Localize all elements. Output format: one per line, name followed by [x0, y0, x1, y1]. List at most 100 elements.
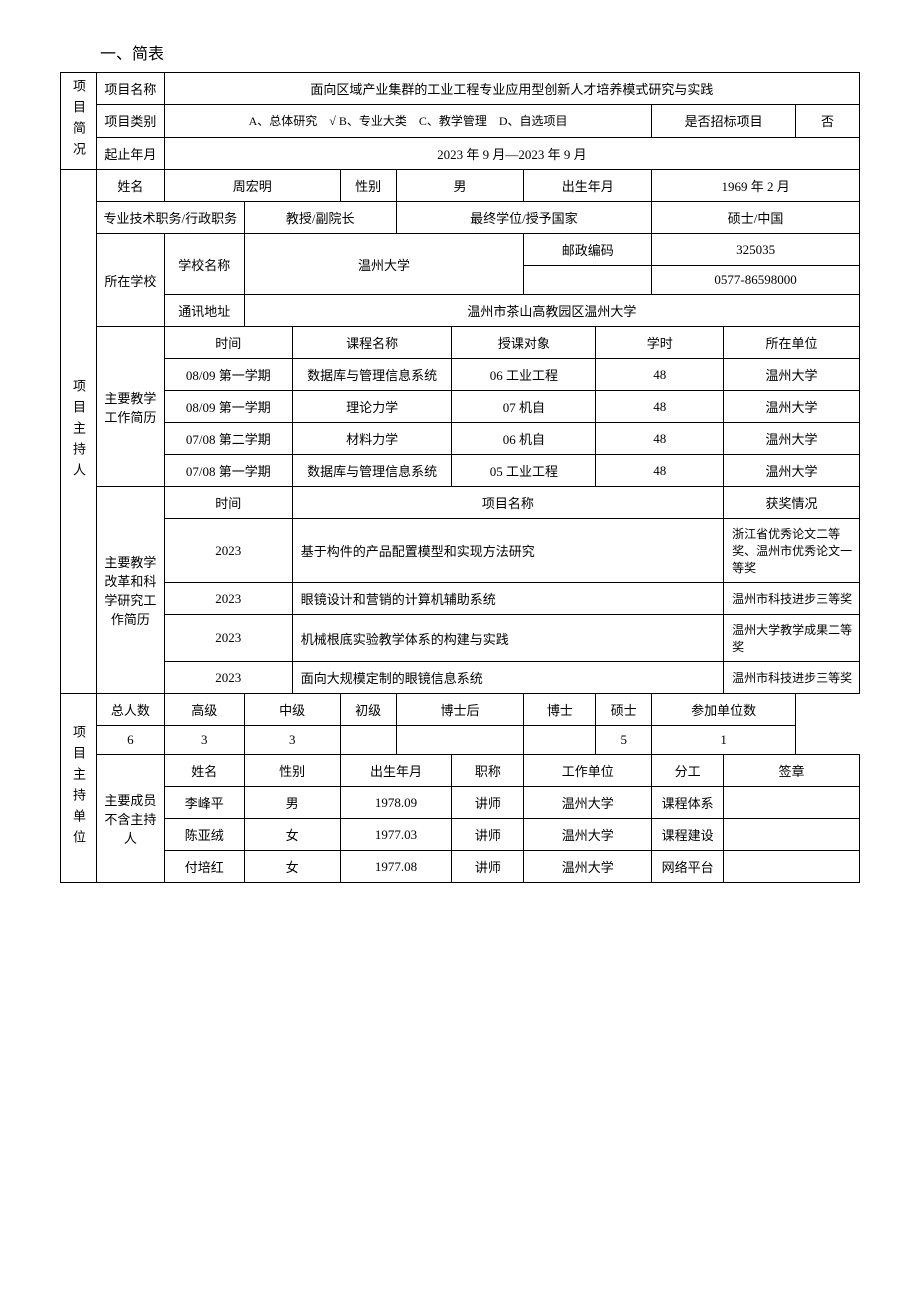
- table-row: [724, 819, 860, 851]
- table-row: 材料力学: [292, 423, 452, 455]
- table-row: 李峰平: [164, 787, 244, 819]
- project-name-label: 项目名称: [96, 73, 164, 105]
- unit-side-label: 项目主持单位: [61, 694, 97, 883]
- table-row: 讲师: [452, 819, 524, 851]
- teaching-label: 主要教学工作简历: [96, 327, 164, 487]
- gender-label: 性别: [340, 170, 396, 202]
- research-label: 主要教学改革和科学研究工作简历: [96, 487, 164, 694]
- bid-value: 否: [796, 105, 860, 137]
- table-row: 温州大学: [724, 455, 860, 487]
- table-row: 2023: [164, 519, 292, 583]
- research-h-name: 项目名称: [292, 487, 723, 519]
- table-row: 1977.08: [340, 851, 452, 883]
- postcode-label: 邮政编码: [524, 234, 652, 266]
- members-h-role: 分工: [652, 755, 724, 787]
- leader-name-label: 姓名: [96, 170, 164, 202]
- school-name-value: 温州大学: [244, 234, 524, 295]
- table-row: 48: [596, 423, 724, 455]
- teaching-h-course: 课程名称: [292, 327, 452, 359]
- table-row: 面向大规模定制的眼镜信息系统: [292, 662, 723, 694]
- table-row: 基于构件的产品配置模型和实现方法研究: [292, 519, 723, 583]
- table-row: 数据库与管理信息系统: [292, 359, 452, 391]
- table-row: 温州大学: [724, 359, 860, 391]
- table-row: 2023: [164, 615, 292, 662]
- research-h-time: 时间: [164, 487, 292, 519]
- project-type-label: 项目类别: [96, 105, 164, 137]
- table-row: 温州大学: [724, 391, 860, 423]
- table-row: 08/09 第一学期: [164, 359, 292, 391]
- table-row: 温州市科技进步三等奖: [724, 662, 860, 694]
- teaching-h-time: 时间: [164, 327, 292, 359]
- table-row: 2023: [164, 662, 292, 694]
- stats-v-junior: [340, 726, 396, 755]
- table-row: 温州大学: [524, 851, 652, 883]
- table-row: 1977.03: [340, 819, 452, 851]
- stats-h-phd: 博士: [524, 694, 596, 726]
- stats-h-mid: 中级: [244, 694, 340, 726]
- main-table: 项目简况 项目名称 面向区域产业集群的工业工程专业应用型创新人才培养模式研究与实…: [60, 72, 860, 883]
- table-row: 07/08 第二学期: [164, 423, 292, 455]
- table-row: 讲师: [452, 851, 524, 883]
- teaching-h-unit: 所在单位: [724, 327, 860, 359]
- table-row: 浙江省优秀论文二等奖、温州市优秀论文一等奖: [724, 519, 860, 583]
- postcode-value: 325035: [652, 234, 860, 266]
- address-value: 温州市茶山高教园区温州大学: [244, 295, 859, 327]
- members-label: 主要成员不含主持人: [96, 755, 164, 883]
- members-h-sign: 签章: [724, 755, 860, 787]
- phone-value: 0577-86598000: [652, 266, 860, 295]
- address-label: 通讯地址: [164, 295, 244, 327]
- table-row: 07 机自: [452, 391, 596, 423]
- stats-h-total: 总人数: [96, 694, 164, 726]
- table-row: 温州市科技进步三等奖: [724, 583, 860, 615]
- table-row: 48: [596, 391, 724, 423]
- table-row: 06 机自: [452, 423, 596, 455]
- stats-h-postdoc: 博士后: [396, 694, 524, 726]
- table-row: 男: [244, 787, 340, 819]
- teaching-h-target: 授课对象: [452, 327, 596, 359]
- stats-v-postdoc: [396, 726, 524, 755]
- birth-value: 1969 年 2 月: [652, 170, 860, 202]
- table-row: 女: [244, 851, 340, 883]
- table-row: 课程建设: [652, 819, 724, 851]
- school-label: 所在学校: [96, 234, 164, 327]
- table-row: 女: [244, 819, 340, 851]
- members-h-unit: 工作单位: [524, 755, 652, 787]
- table-row: 温州大学: [524, 819, 652, 851]
- teaching-h-hours: 学时: [596, 327, 724, 359]
- table-row: 2023: [164, 583, 292, 615]
- members-h-gender: 性别: [244, 755, 340, 787]
- table-row: 08/09 第一学期: [164, 391, 292, 423]
- members-h-birth: 出生年月: [340, 755, 452, 787]
- degree-label: 最终学位/授予国家: [396, 202, 652, 234]
- table-row: [724, 851, 860, 883]
- stats-v-mid: 3: [244, 726, 340, 755]
- leader-side-label: 项目主持人: [61, 170, 97, 694]
- members-h-name: 姓名: [164, 755, 244, 787]
- stats-h-junior: 初级: [340, 694, 396, 726]
- table-row: 眼镜设计和营销的计算机辅助系统: [292, 583, 723, 615]
- stats-v-units: 1: [652, 726, 796, 755]
- research-h-award: 获奖情况: [724, 487, 860, 519]
- table-row: [724, 787, 860, 819]
- table-row: 理论力学: [292, 391, 452, 423]
- degree-value: 硕士/中国: [652, 202, 860, 234]
- table-row: 机械根底实验教学体系的构建与实践: [292, 615, 723, 662]
- bid-label: 是否招标项目: [652, 105, 796, 137]
- table-row: 温州大学: [724, 423, 860, 455]
- table-row: 网络平台: [652, 851, 724, 883]
- table-row: 07/08 第一学期: [164, 455, 292, 487]
- table-row: 48: [596, 359, 724, 391]
- project-type-options: A、总体研究 √ B、专业大类 C、教学管理 D、自选项目: [164, 105, 651, 137]
- stats-h-master: 硕士: [596, 694, 652, 726]
- table-row: 06 工业工程: [452, 359, 596, 391]
- leader-name-value: 周宏明: [164, 170, 340, 202]
- table-row: 陈亚绒: [164, 819, 244, 851]
- members-h-title: 职称: [452, 755, 524, 787]
- stats-v-phd: [524, 726, 596, 755]
- table-row: 付培红: [164, 851, 244, 883]
- title-label: 专业技术职务/行政职务: [96, 202, 244, 234]
- stats-v-master: 5: [596, 726, 652, 755]
- stats-v-senior: 3: [164, 726, 244, 755]
- table-row: 温州大学: [524, 787, 652, 819]
- section-heading: 一、简表: [60, 40, 860, 64]
